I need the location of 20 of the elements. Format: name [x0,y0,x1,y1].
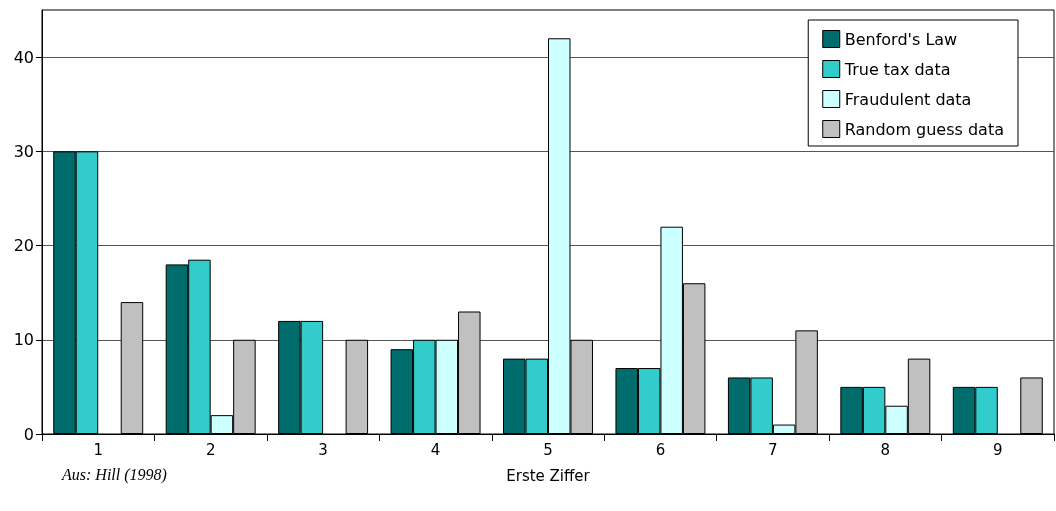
y-tick-label: 10 [13,330,34,350]
x-tick-label: 2 [205,440,216,459]
legend-label: Random guess data [844,119,1004,139]
y-tick-label: 20 [13,236,34,256]
y-tick-label: 0 [23,424,34,444]
x-tick-label: 8 [880,440,891,459]
legend-label: Benford's Law [844,29,958,49]
y-tick-label: 40 [13,47,34,67]
x-tick-label: 5 [543,440,553,459]
x-tick-label: 6 [655,440,666,459]
x-axis-title: Erste Ziffer [506,466,591,485]
x-tick-label: 4 [430,440,441,459]
y-tick-label: 30 [13,141,34,161]
x-tick-label: 7 [768,440,778,459]
x-tick-label: 9 [993,440,1003,459]
legend-label: Fraudulent data [844,89,972,109]
x-tick-label: 3 [318,440,328,459]
legend-label: True tax data [843,59,951,79]
x-tick-label: 1 [93,440,103,459]
text: Aus: Hill (1998) [61,465,167,484]
